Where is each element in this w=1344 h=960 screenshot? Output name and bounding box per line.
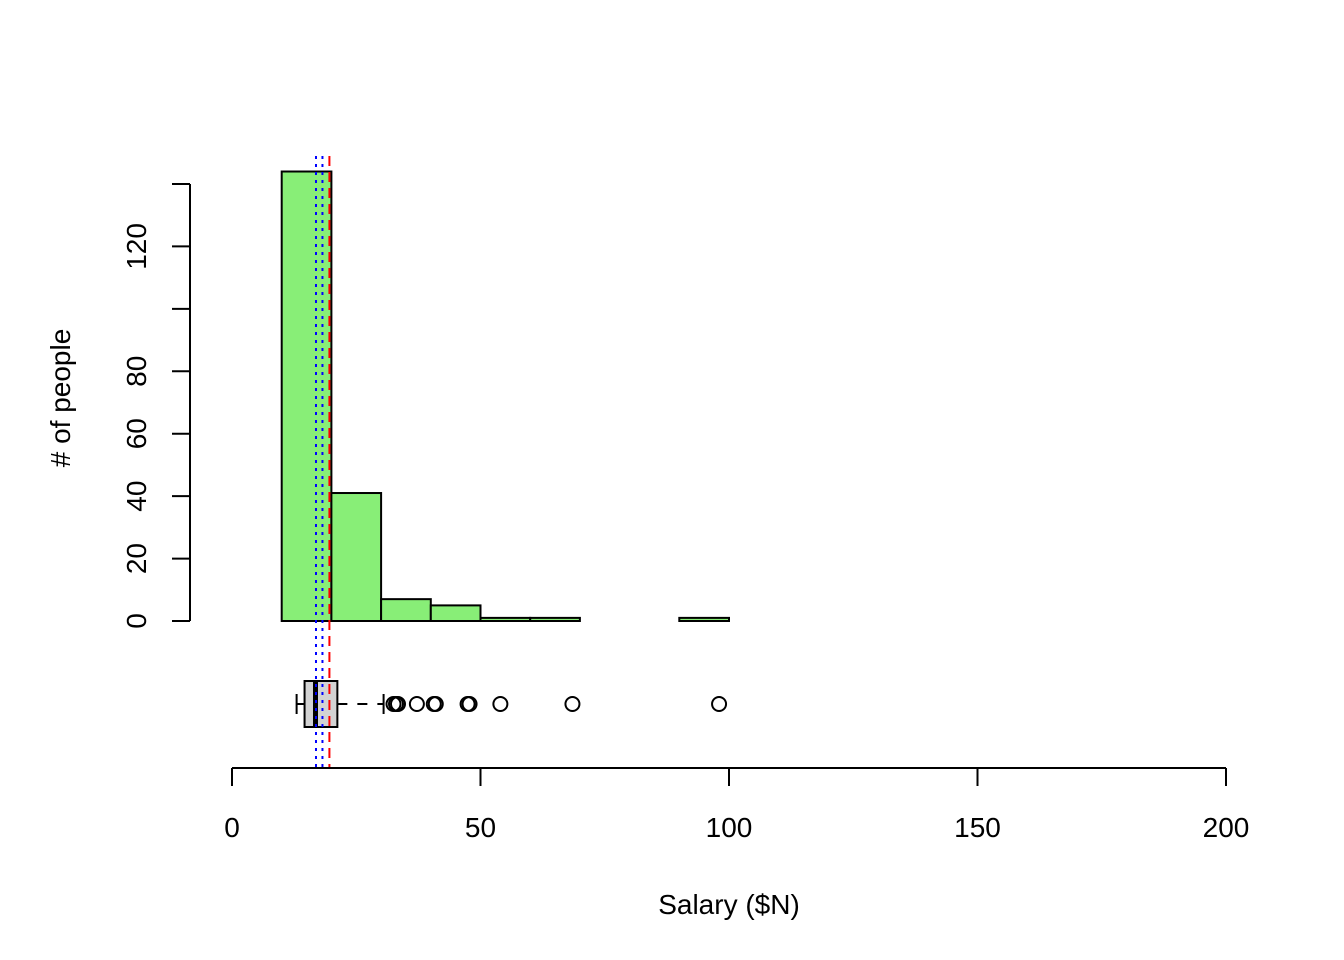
histogram-bar [529, 616, 581, 623]
histogram-bar [678, 616, 730, 623]
histogram-bar [429, 604, 482, 623]
y-tick-label: 0 [121, 613, 152, 629]
outlier-point [492, 696, 509, 712]
x-tick-label: 0 [224, 812, 240, 843]
boxplot [295, 680, 728, 728]
y-tick-label: 80 [121, 356, 152, 387]
y-axis: 0 20 40 60 80 120 [121, 183, 191, 629]
reference-lines [314, 156, 331, 768]
outlier-point [711, 696, 728, 712]
outlier-point [461, 696, 478, 712]
y-axis-label: # of people [45, 329, 76, 468]
outlier-point [427, 696, 444, 712]
outlier-point [564, 696, 581, 712]
histogram-bars [280, 170, 730, 623]
y-tick-label: 40 [121, 481, 152, 512]
y-tick-label: 120 [121, 223, 152, 270]
outlier-point [408, 696, 425, 712]
outlier-point [389, 696, 406, 712]
y-tick-label: 60 [121, 418, 152, 449]
histogram-bar [479, 616, 532, 623]
y-tick-label: 20 [121, 543, 152, 574]
box-iqr [303, 680, 339, 728]
x-tick-label: 200 [1203, 812, 1250, 843]
histogram-bar [380, 598, 432, 623]
x-tick-label: 100 [706, 812, 753, 843]
histogram-bar [330, 492, 383, 622]
x-tick-label: 50 [465, 812, 496, 843]
histogram-bar [280, 170, 333, 622]
x-tick-label: 150 [954, 812, 1001, 843]
x-axis: 0 50 100 150 200 [224, 767, 1250, 843]
x-axis-label: Salary ($N) [658, 889, 800, 920]
